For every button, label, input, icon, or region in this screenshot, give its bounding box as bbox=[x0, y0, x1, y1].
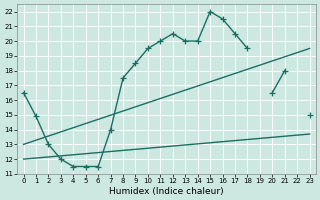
X-axis label: Humidex (Indice chaleur): Humidex (Indice chaleur) bbox=[109, 187, 224, 196]
